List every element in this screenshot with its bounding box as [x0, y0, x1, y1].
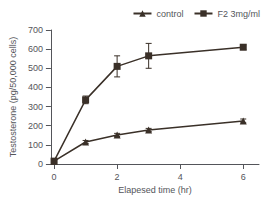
svg-text:0: 0: [38, 159, 43, 169]
svg-text:F2 3mg/ml: F2 3mg/ml: [217, 9, 260, 19]
svg-text:2: 2: [115, 172, 120, 182]
svg-text:0: 0: [52, 172, 57, 182]
svg-text:100: 100: [28, 140, 43, 150]
svg-text:300: 300: [28, 102, 43, 112]
svg-text:200: 200: [28, 121, 43, 131]
svg-text:700: 700: [28, 25, 43, 35]
svg-text:6: 6: [241, 172, 246, 182]
svg-text:Elapesed time (hr): Elapesed time (hr): [118, 185, 192, 195]
svg-text:400: 400: [28, 82, 43, 92]
svg-text:4: 4: [178, 172, 183, 182]
svg-text:500: 500: [28, 63, 43, 73]
svg-text:control: control: [156, 9, 183, 19]
svg-text:600: 600: [28, 44, 43, 54]
svg-text:Testosterone (pg/50,000 cells): Testosterone (pg/50,000 cells): [8, 37, 18, 158]
